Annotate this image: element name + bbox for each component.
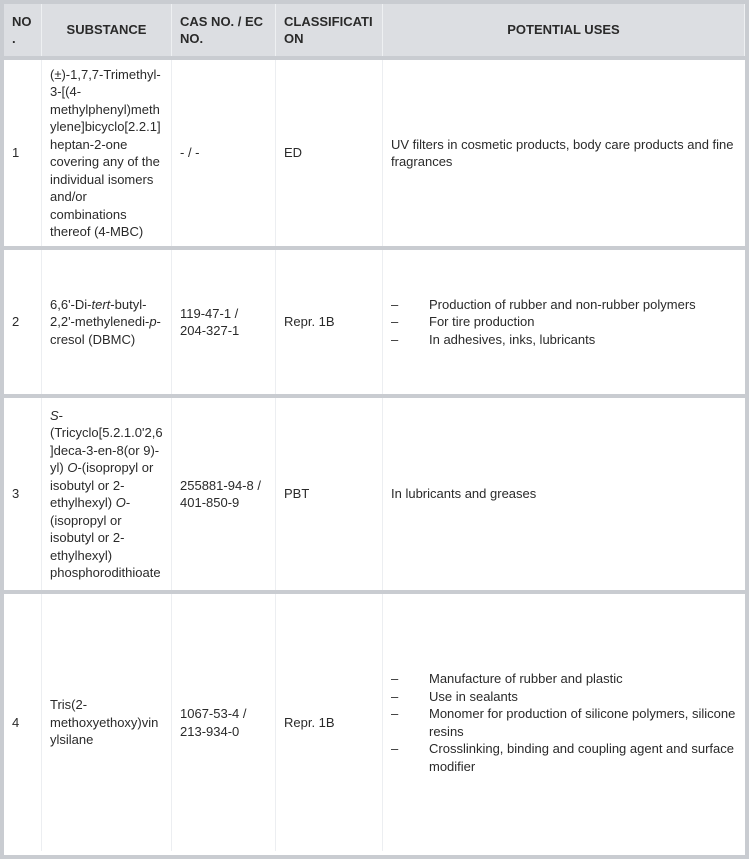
table-header: NO. SUBSTANCE CAS NO. / EC NO. CLASSIFIC… xyxy=(4,4,745,60)
row-uses: UV filters in cosmetic products, body ca… xyxy=(391,136,734,170)
list-item: – For tire production xyxy=(391,313,696,331)
row-uses: In lubricants and greases xyxy=(391,486,537,502)
substance-italic: O xyxy=(115,495,126,510)
substance-text: -(isopropyl or isobutyl or 2-ethylhexyl)… xyxy=(50,495,161,580)
header-uses: POTENTIAL USES xyxy=(383,4,745,56)
use-text: For tire production xyxy=(429,314,535,330)
header-substance: SUBSTANCE xyxy=(42,4,172,56)
substance-italic: O xyxy=(67,460,78,475)
row-no: 2 xyxy=(4,250,42,394)
dash-marker: – xyxy=(391,688,399,704)
list-item: – Monomer for production of silicone poly… xyxy=(391,705,737,740)
row-no: 1 xyxy=(4,60,42,246)
substance-italic: p xyxy=(149,314,157,330)
table-row: 3 S-(Tricyclo[5.2.1.0'2,6]deca-3-en-8(or… xyxy=(4,398,745,594)
row-no: 3 xyxy=(4,398,42,590)
row-substance: Tris(2-methoxyethoxy)vinylsilane xyxy=(42,594,172,851)
header-classification: CLASSIFICATION xyxy=(276,4,383,56)
row-classification: PBT xyxy=(276,398,383,590)
row-cas: 1067-53-4 / 213-934-0 xyxy=(172,594,276,851)
substance-text: 6,6'-Di- xyxy=(50,296,92,312)
dash-marker: – xyxy=(391,706,399,721)
list-item: – In adhesives, inks, lubricants xyxy=(391,331,696,349)
use-text: Crosslinking, binding and coupling agent… xyxy=(429,741,734,774)
uses-list: – Manufacture of rubber and plastic – Use … xyxy=(391,670,737,775)
row-cas: 255881-94-8 / 401-850-9 xyxy=(172,398,276,590)
row-classification: Repr. 1B xyxy=(276,594,383,851)
dash-marker: – xyxy=(391,671,399,686)
row-cas: - / - xyxy=(172,60,276,246)
table-row: 4 Tris(2-methoxyethoxy)vinylsilane 1067-… xyxy=(4,594,745,851)
row-classification: Repr. 1B xyxy=(276,250,383,394)
substance-text: -butyl-2,2'-methylenedi- xyxy=(50,296,150,330)
use-text: Production of rubber and non-rubber poly… xyxy=(429,296,696,312)
row-substance: 6,6'-Di-tert-butyl-2,2'-methylenedi-p-cr… xyxy=(42,250,172,394)
list-item: – Use in sealants xyxy=(391,688,737,706)
use-text: Use in sealants xyxy=(429,688,518,704)
uses-list: – Production of rubber and non-rubber pol… xyxy=(391,296,696,349)
row-substance: (±)-1,7,7-Trimethyl-3-[(4-methylphenyl)m… xyxy=(42,60,172,246)
list-item: – Production of rubber and non-rubber pol… xyxy=(391,296,696,314)
row-classification: ED xyxy=(276,60,383,246)
substance-italic: tert xyxy=(91,296,111,312)
dash-marker: – xyxy=(391,296,399,312)
use-text: In adhesives, inks, lubricants xyxy=(429,331,596,347)
row-cas: 119-47-1 / 204-327-1 xyxy=(172,250,276,394)
dash-marker: – xyxy=(391,314,399,330)
substance-text: (±)-1,7,7-Trimethyl-3-[(4-methylphenyl)m… xyxy=(50,66,161,240)
substance-text: -(isopropyl or isobutyl or 2-ethylhexyl) xyxy=(50,460,154,510)
list-item: – Crosslinking, binding and coupling agen… xyxy=(391,740,737,775)
row-uses: – Manufacture of rubber and plastic – Use … xyxy=(383,594,745,851)
row-uses: – Production of rubber and non-rubber pol… xyxy=(383,250,745,394)
header-cas: CAS NO. / EC NO. xyxy=(172,4,276,56)
substance-italic: S xyxy=(50,407,59,423)
substance-text: -cresol (DBMC) xyxy=(50,314,161,347)
use-text: Manufacture of rubber and plastic xyxy=(429,671,623,686)
table-row: 2 6,6'-Di-tert-butyl-2,2'-methylenedi-p-… xyxy=(4,250,745,398)
row-no: 4 xyxy=(4,594,42,851)
table-row: 1 (±)-1,7,7-Trimethyl-3-[(4-methylphenyl… xyxy=(4,60,745,250)
dash-marker: – xyxy=(391,741,399,756)
dash-marker: – xyxy=(391,331,399,347)
substance-text: Tris(2-methoxyethoxy)vinylsilane xyxy=(50,697,159,748)
row-substance: S-(Tricyclo[5.2.1.0'2,6]deca-3-en-8(or 9… xyxy=(42,398,172,590)
use-text: Monomer for production of silicone polym… xyxy=(429,706,736,739)
substance-text: -(Tricyclo[5.2.1.0'2,6]deca-3-en-8(or 9)… xyxy=(50,407,163,476)
list-item: – Manufacture of rubber and plastic xyxy=(391,670,737,688)
header-no: NO. xyxy=(4,4,42,56)
